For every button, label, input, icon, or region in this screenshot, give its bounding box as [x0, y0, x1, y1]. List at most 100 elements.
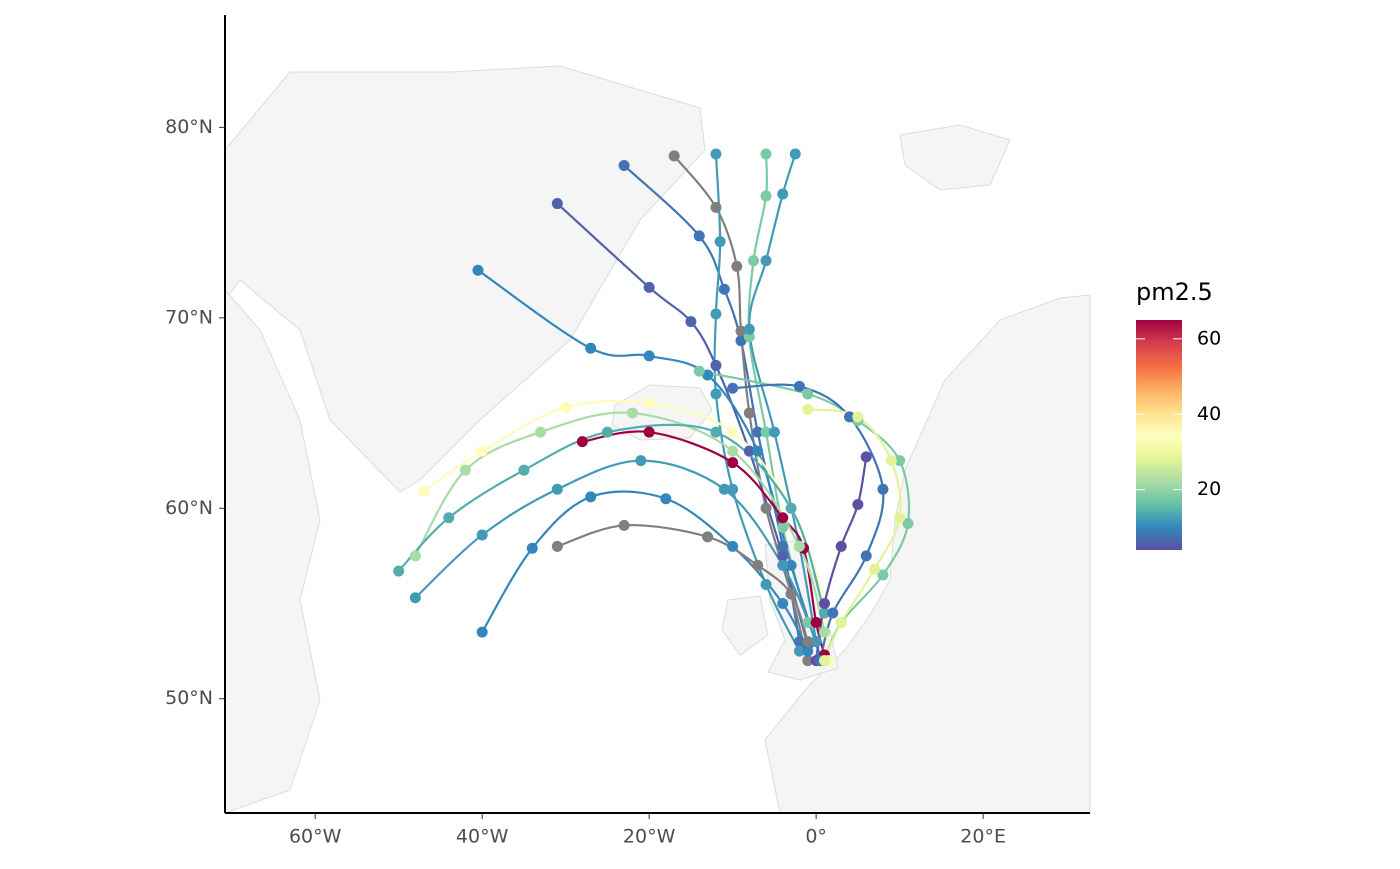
trajectory-point: [551, 540, 563, 552]
trajectory-point: [710, 308, 722, 320]
colorbar-label: 40: [1197, 403, 1221, 425]
trajectory-point: [618, 159, 630, 171]
trajectory-point: [810, 636, 822, 648]
trajectory-point: [802, 388, 814, 400]
trajectory-point: [793, 645, 805, 657]
colorbar-label: 20: [1197, 478, 1221, 500]
trajectory-point: [731, 260, 743, 272]
trajectory-point: [793, 380, 805, 392]
trajectory-point: [551, 483, 563, 495]
trajectory-point: [802, 655, 814, 667]
trajectory-point: [777, 512, 789, 524]
trajectory-point: [785, 559, 797, 571]
trajectory-point: [777, 521, 789, 533]
trajectory-point: [409, 550, 421, 562]
trajectory-point: [894, 455, 906, 467]
trajectory-point: [768, 426, 780, 438]
trajectory-point: [818, 626, 830, 638]
trajectory-point: [693, 365, 705, 377]
trajectory-point: [476, 529, 488, 541]
y-tick-label: 50°N: [165, 687, 213, 709]
x-tick-label: 0°: [805, 826, 827, 848]
colorbar: [1136, 320, 1182, 550]
trajectory-point: [885, 455, 897, 467]
trajectory-point: [777, 559, 789, 571]
trajectory-point: [760, 255, 772, 267]
trajectory-point: [777, 550, 789, 562]
trajectory-point: [393, 565, 405, 577]
trajectory-point: [476, 626, 488, 638]
trajectory-point: [727, 540, 739, 552]
svalbard: [899, 124, 1011, 191]
trajectory-point: [702, 369, 714, 381]
trajectory-point: [894, 512, 906, 524]
x-tick-label: 20°W: [623, 826, 676, 848]
trajectory-point: [793, 636, 805, 648]
trajectory-point: [710, 426, 722, 438]
trajectory-point: [601, 426, 613, 438]
trajectory-point: [710, 148, 722, 160]
greenland: [224, 65, 706, 493]
trajectory-point: [743, 445, 755, 457]
trajectory-point: [727, 457, 739, 469]
trajectory-point: [827, 607, 839, 619]
trajectory-point: [727, 382, 739, 394]
trajectory-point: [735, 325, 747, 337]
trajectory-point: [626, 407, 638, 419]
trajectory-point: [760, 502, 772, 514]
trajectory-point: [789, 148, 801, 160]
x-tick-label: 40°W: [456, 826, 509, 848]
trajectory-point: [852, 411, 864, 423]
trajectory-point: [860, 451, 872, 463]
trajectory-point: [877, 483, 889, 495]
trajectory-point: [459, 464, 471, 476]
trajectory-point: [802, 645, 814, 657]
trajectory-point: [668, 150, 680, 162]
x-tick-label: 60°W: [289, 826, 342, 848]
trajectory-point: [710, 201, 722, 213]
trajectory-point: [760, 148, 772, 160]
trajectory-point: [418, 485, 430, 497]
trajectory-point: [802, 636, 814, 648]
trajectory-point: [735, 335, 747, 347]
basemap: [224, 65, 1091, 814]
trajectory-point: [660, 493, 672, 505]
trajectory-point: [752, 426, 764, 438]
colorbar-label: 60: [1197, 327, 1221, 349]
trajectory-point: [852, 498, 864, 510]
trajectory-point: [785, 502, 797, 514]
trajectory-point: [535, 426, 547, 438]
trajectory-point: [643, 350, 655, 362]
trajectory-point: [409, 592, 421, 604]
trajectory-point: [685, 316, 697, 328]
trajectory-point: [844, 411, 856, 423]
trajectory-point: [551, 198, 563, 210]
trajectory-point: [443, 512, 455, 524]
trajectory-point: [785, 588, 797, 600]
trajectory-point: [748, 255, 760, 267]
trajectory-point: [760, 426, 772, 438]
trajectory-point: [869, 563, 881, 575]
plot-area: [393, 148, 914, 667]
trajectory-point: [702, 531, 714, 543]
trajectory-point: [752, 445, 764, 457]
trajectory-point: [777, 540, 789, 552]
y-tick-label: 80°N: [165, 116, 213, 138]
trajectory-point: [810, 617, 822, 629]
trajectory-point: [802, 617, 814, 629]
trajectory-point: [710, 388, 722, 400]
trajectory-point: [643, 426, 655, 438]
trajectory-point: [743, 323, 755, 335]
trajectory-point: [585, 342, 597, 354]
north-america: [224, 288, 321, 814]
trajectory-point: [643, 281, 655, 293]
trajectory-point: [802, 403, 814, 415]
trajectory-point: [902, 518, 914, 530]
trajectory-point: [743, 331, 755, 343]
ireland: [721, 595, 769, 656]
trajectory-point: [835, 540, 847, 552]
trajectory-point: [760, 190, 772, 202]
trajectory-point: [743, 407, 755, 419]
trajectory-point: [818, 607, 830, 619]
